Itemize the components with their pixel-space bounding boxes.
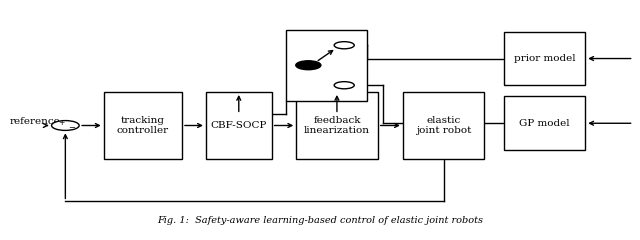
- Text: −: −: [68, 125, 75, 132]
- Bar: [206, 92, 272, 159]
- Text: elastic
joint robot: elastic joint robot: [416, 116, 471, 135]
- Bar: [285, 30, 367, 101]
- Text: feedback
linearization: feedback linearization: [304, 116, 370, 135]
- Circle shape: [334, 82, 355, 89]
- Bar: [104, 92, 182, 159]
- Circle shape: [334, 42, 355, 49]
- Bar: [296, 92, 378, 159]
- Text: CBF-SOCP: CBF-SOCP: [211, 121, 267, 130]
- Text: +: +: [58, 119, 65, 127]
- Circle shape: [296, 61, 321, 70]
- Text: tracking
controller: tracking controller: [116, 116, 169, 135]
- Text: GP model: GP model: [519, 119, 570, 128]
- Bar: [403, 92, 484, 159]
- Text: reference: reference: [10, 117, 60, 126]
- Text: prior model: prior model: [514, 54, 575, 63]
- Circle shape: [52, 120, 79, 130]
- Text: Fig. 1:  Safety-aware learning-based control of elastic joint robots: Fig. 1: Safety-aware learning-based cont…: [157, 216, 483, 225]
- Bar: [504, 32, 586, 85]
- Bar: [504, 96, 586, 150]
